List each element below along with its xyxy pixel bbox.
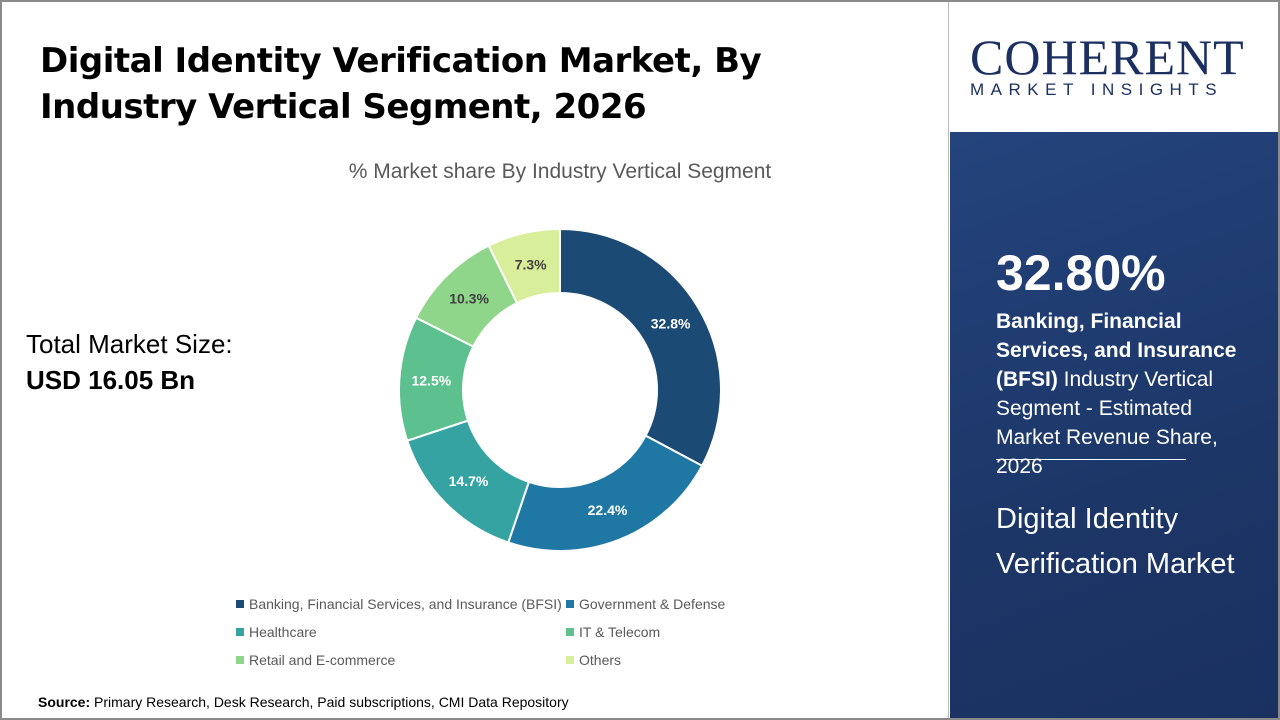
legend-item: Banking, Financial Services, and Insuran… bbox=[236, 596, 562, 612]
donut-slice bbox=[559, 227, 722, 468]
source-note: Source: Primary Research, Desk Research,… bbox=[38, 694, 569, 710]
source-text: Primary Research, Desk Research, Paid su… bbox=[90, 694, 569, 710]
divider bbox=[948, 0, 949, 720]
legend-label: Healthcare bbox=[249, 624, 317, 640]
data-label: 22.4% bbox=[588, 502, 628, 518]
donut-slice bbox=[507, 434, 704, 552]
legend-swatch bbox=[236, 628, 244, 636]
data-label: 12.5% bbox=[411, 373, 451, 389]
legend-swatch bbox=[236, 600, 244, 608]
legend-item: Government & Defense bbox=[566, 596, 725, 612]
page-title: Digital Identity Verification Market, By… bbox=[40, 41, 762, 127]
legend-label: IT & Telecom bbox=[579, 624, 661, 640]
legend-label: Retail and E-commerce bbox=[249, 652, 396, 668]
legend-item: IT & Telecom bbox=[566, 624, 660, 640]
underline bbox=[996, 459, 1186, 460]
legend-swatch bbox=[566, 600, 574, 608]
highlight-description: Banking, Financial Services, and Insuran… bbox=[996, 307, 1246, 481]
logo: COHERENT MARKET INSIGHTS bbox=[950, 0, 1280, 132]
chart-title: % Market share By Industry Vertical Segm… bbox=[348, 160, 772, 183]
data-label: 32.8% bbox=[651, 316, 691, 332]
logo-tagline: MARKET INSIGHTS bbox=[970, 80, 1224, 99]
segment-desc: Industry Vertical Segment - Estimated Ma… bbox=[996, 368, 1218, 478]
legend-item: Healthcare bbox=[236, 624, 317, 640]
legend-label: Banking, Financial Services, and Insuran… bbox=[249, 596, 562, 612]
logo-name: COHERENT bbox=[970, 29, 1245, 85]
legend-label: Government & Defense bbox=[579, 596, 726, 612]
legend-label: Others bbox=[579, 652, 622, 668]
data-label: 10.3% bbox=[449, 290, 489, 306]
legend-item: Retail and E-commerce bbox=[236, 652, 395, 668]
highlight-percent: 32.80% bbox=[996, 245, 1166, 301]
legend-swatch bbox=[566, 656, 574, 664]
total-value: USD 16.05 Bn bbox=[26, 365, 196, 395]
donut-slice bbox=[487, 227, 561, 305]
total-label: Total Market Size: bbox=[26, 329, 233, 359]
data-label: 7.3% bbox=[515, 256, 547, 272]
source-label: Source: bbox=[38, 694, 91, 710]
segment-name: Banking, Financial Services, and Insuran… bbox=[996, 310, 1237, 391]
donut-chart: 32.8% 22.4% 14.7% 12.5% 10.3% 7.3% bbox=[398, 227, 722, 552]
legend-swatch bbox=[566, 628, 574, 636]
market-name: Digital Identity Verification Market bbox=[996, 503, 1235, 580]
data-label: 14.7% bbox=[449, 473, 489, 489]
highlight-panel: 32.80% Banking, Financial Services, and … bbox=[950, 132, 1280, 720]
legend-swatch bbox=[236, 656, 244, 664]
legend-item: Others bbox=[566, 652, 621, 668]
total-market-size: Total Market Size: USD 16.05 Bn bbox=[26, 326, 233, 398]
